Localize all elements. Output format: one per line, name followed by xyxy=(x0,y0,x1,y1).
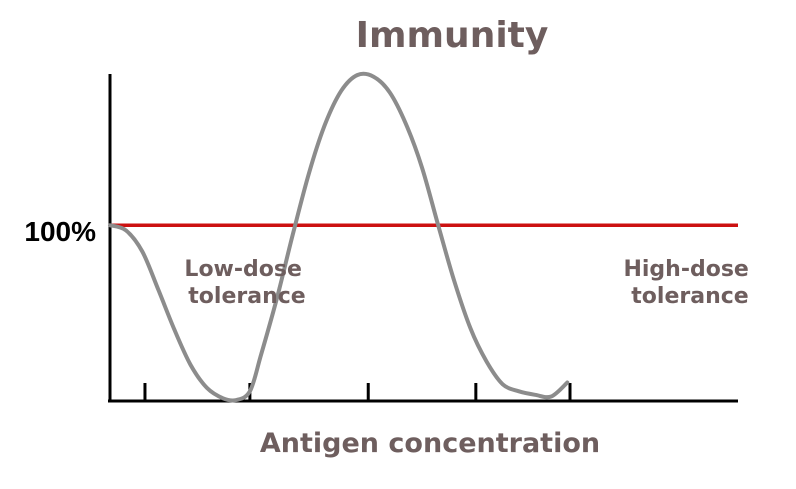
annotation-low-dose-line2: tolerance xyxy=(188,284,305,309)
x-axis-label: Antigen concentration xyxy=(260,428,600,459)
annotation-high-dose-line2: tolerance xyxy=(631,284,748,309)
chart-title: Immunity xyxy=(356,15,549,56)
annotation-low-dose: Low-dose tolerance xyxy=(184,257,309,309)
annotation-high-dose: High-dose tolerance xyxy=(623,257,756,309)
annotation-high-dose-line1: High-dose xyxy=(623,257,748,282)
immunity-curve xyxy=(108,71,570,403)
annotation-low-dose-line1: Low-dose xyxy=(184,257,301,282)
reference-label-100: 100% xyxy=(24,216,96,247)
x-axis-ticks xyxy=(143,383,572,401)
